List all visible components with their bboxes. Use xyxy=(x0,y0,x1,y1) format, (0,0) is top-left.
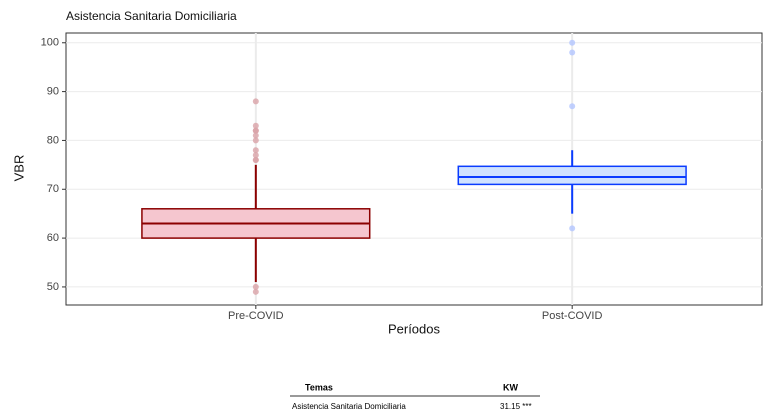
chart-title: Asistencia Sanitaria Domiciliaria xyxy=(66,9,237,23)
table-header: KW xyxy=(503,382,518,392)
y-axis-title: VBR xyxy=(11,155,26,182)
x-axis-title: Períodos xyxy=(388,321,441,336)
y-tick-label: 60 xyxy=(47,232,59,244)
outlier xyxy=(252,283,259,290)
outlier xyxy=(252,127,259,134)
outlier xyxy=(569,39,576,46)
outlier xyxy=(252,288,259,295)
box xyxy=(457,165,687,186)
x-tick-label: Post-COVID xyxy=(542,310,603,322)
outlier xyxy=(569,103,576,110)
outlier xyxy=(252,122,259,129)
outlier xyxy=(569,49,576,56)
y-tick-label: 70 xyxy=(47,183,59,195)
y-tick-label: 50 xyxy=(47,281,59,293)
y-tick-label: 100 xyxy=(41,37,59,49)
outlier xyxy=(252,152,259,159)
y-tick-label: 80 xyxy=(47,134,59,146)
outlier xyxy=(569,225,576,232)
table-cell: 31.15 *** xyxy=(500,402,532,411)
outlier xyxy=(252,132,259,139)
outlier xyxy=(252,137,259,144)
y-tick-label: 90 xyxy=(47,86,59,98)
table-header: Temas xyxy=(305,382,333,392)
outlier xyxy=(252,156,259,163)
outlier xyxy=(252,147,259,154)
outlier xyxy=(252,98,259,105)
x-tick-label: Pre-COVID xyxy=(228,310,284,322)
table-cell: Asistencia Sanitaria Domiciliaria xyxy=(292,402,406,411)
